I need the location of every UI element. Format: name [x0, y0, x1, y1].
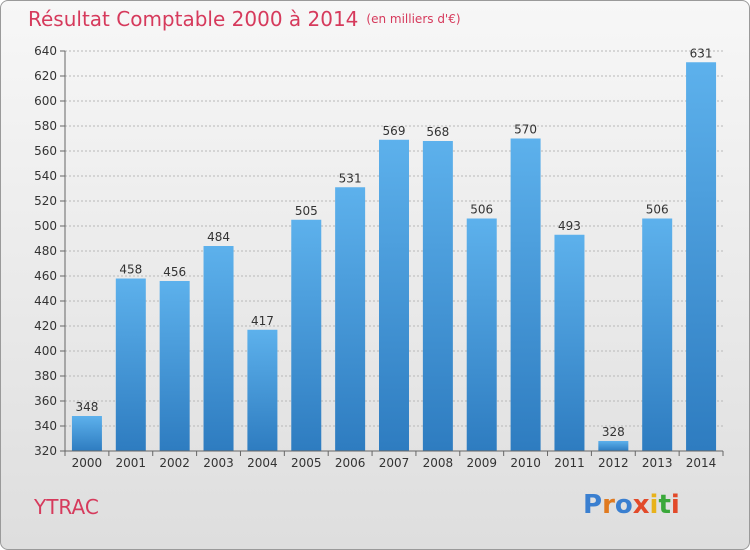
data-label-2000: 348 — [75, 400, 98, 414]
bar-2006 — [335, 187, 366, 451]
y-tick-label: 500 — [34, 219, 57, 233]
bar-2004 — [247, 329, 278, 451]
y-tick-label: 620 — [34, 69, 57, 83]
bar-2011 — [554, 234, 585, 451]
y-tick-label: 600 — [34, 94, 57, 108]
x-tick-label-2006: 2006 — [335, 456, 366, 470]
bar-2008 — [422, 141, 453, 451]
bar-2003 — [203, 246, 234, 451]
x-tick-label-2013: 2013 — [642, 456, 673, 470]
x-tick-label-2012: 2012 — [598, 456, 629, 470]
y-tick-label: 460 — [34, 269, 57, 283]
chart-subtitle: (en milliers d'€) — [366, 12, 461, 26]
data-label-2006: 531 — [339, 171, 362, 185]
y-tick-label: 380 — [34, 369, 57, 383]
bar-2012 — [598, 441, 629, 451]
y-tick-label: 520 — [34, 194, 57, 208]
bar-2000 — [71, 416, 102, 451]
y-tick-label: 640 — [34, 44, 57, 58]
y-tick-label: 360 — [34, 394, 57, 408]
x-tick-label-2003: 2003 — [203, 456, 234, 470]
x-tick-label-2009: 2009 — [466, 456, 497, 470]
x-tick-label-2000: 2000 — [72, 456, 103, 470]
x-axis: 2000 2001 2002 2003 2004 2005 2006 2007 2008 2009… — [64, 450, 724, 470]
data-label-2014: 631 — [690, 46, 713, 60]
x-tick-label-2008: 2008 — [423, 456, 454, 470]
bars — [71, 62, 717, 451]
bar-2001 — [115, 278, 146, 451]
x-tick-label-2001: 2001 — [116, 456, 147, 470]
bar-2007 — [379, 139, 409, 451]
data-label-2003: 484 — [207, 230, 230, 244]
x-tick-label-2004: 2004 — [247, 456, 278, 470]
y-axis: 320 340 360 380 400 420 440 460 480 500 520 540 560 5… — [34, 44, 66, 458]
x-tick-label-2005: 2005 — [291, 456, 322, 470]
x-tick-label-2011: 2011 — [554, 456, 585, 470]
data-label-2012: 328 — [602, 425, 625, 439]
bar-2014 — [686, 62, 717, 451]
bar-2013 — [642, 218, 673, 451]
y-tick-label: 320 — [34, 444, 57, 458]
y-tick-label: 340 — [34, 419, 57, 433]
data-label-2004: 417 — [251, 314, 274, 328]
y-tick-label: 440 — [34, 294, 57, 308]
data-label-2011: 493 — [558, 219, 581, 233]
chart-title: Résultat Comptable 2000 à 2014 (en millie… — [28, 7, 461, 31]
data-label-2009: 506 — [470, 203, 493, 217]
logo-letter: x — [632, 490, 650, 520]
data-label-2001: 458 — [119, 263, 142, 277]
y-tick-label: 560 — [34, 144, 57, 158]
logo-letter: i — [670, 490, 680, 520]
logo-letter: t — [658, 490, 671, 520]
proxiti-logo[interactable]: Proxiti — [583, 490, 680, 520]
y-tick-label: 580 — [34, 119, 57, 133]
y-tick-label: 420 — [34, 319, 57, 333]
x-tick-label-2002: 2002 — [159, 456, 190, 470]
x-tick-label-2010: 2010 — [510, 456, 541, 470]
logo-letter: i — [649, 490, 659, 520]
y-tick-label: 540 — [34, 169, 57, 183]
y-tick-label: 400 — [34, 344, 57, 358]
data-label-2010: 570 — [514, 123, 537, 137]
data-label-2007: 569 — [383, 124, 406, 138]
logo-letter: o — [614, 490, 633, 520]
chart-title-text: Résultat Comptable 2000 à 2014 — [28, 7, 359, 31]
bar-2005 — [291, 219, 322, 451]
data-label-2008: 568 — [426, 125, 449, 139]
bar-2010 — [510, 138, 541, 451]
data-labels: 348 458 456 484 417 505 531 569 568 506 570 493 328 5… — [75, 46, 712, 439]
x-tick-label-2007: 2007 — [379, 456, 410, 470]
y-tick-label: 480 — [34, 244, 57, 258]
bar-2009 — [466, 218, 497, 451]
x-tick-label-2014: 2014 — [686, 456, 717, 470]
logo-letter: r — [602, 490, 615, 520]
bar-2002 — [159, 281, 190, 451]
data-label-2005: 505 — [295, 204, 318, 218]
data-label-2002: 456 — [163, 265, 186, 279]
data-label-2013: 506 — [646, 203, 669, 217]
logo-letter: P — [583, 490, 603, 520]
commune-name: YTRAC — [34, 495, 99, 519]
